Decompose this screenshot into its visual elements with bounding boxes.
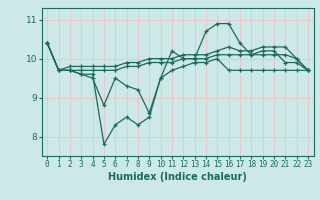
- X-axis label: Humidex (Indice chaleur): Humidex (Indice chaleur): [108, 172, 247, 182]
